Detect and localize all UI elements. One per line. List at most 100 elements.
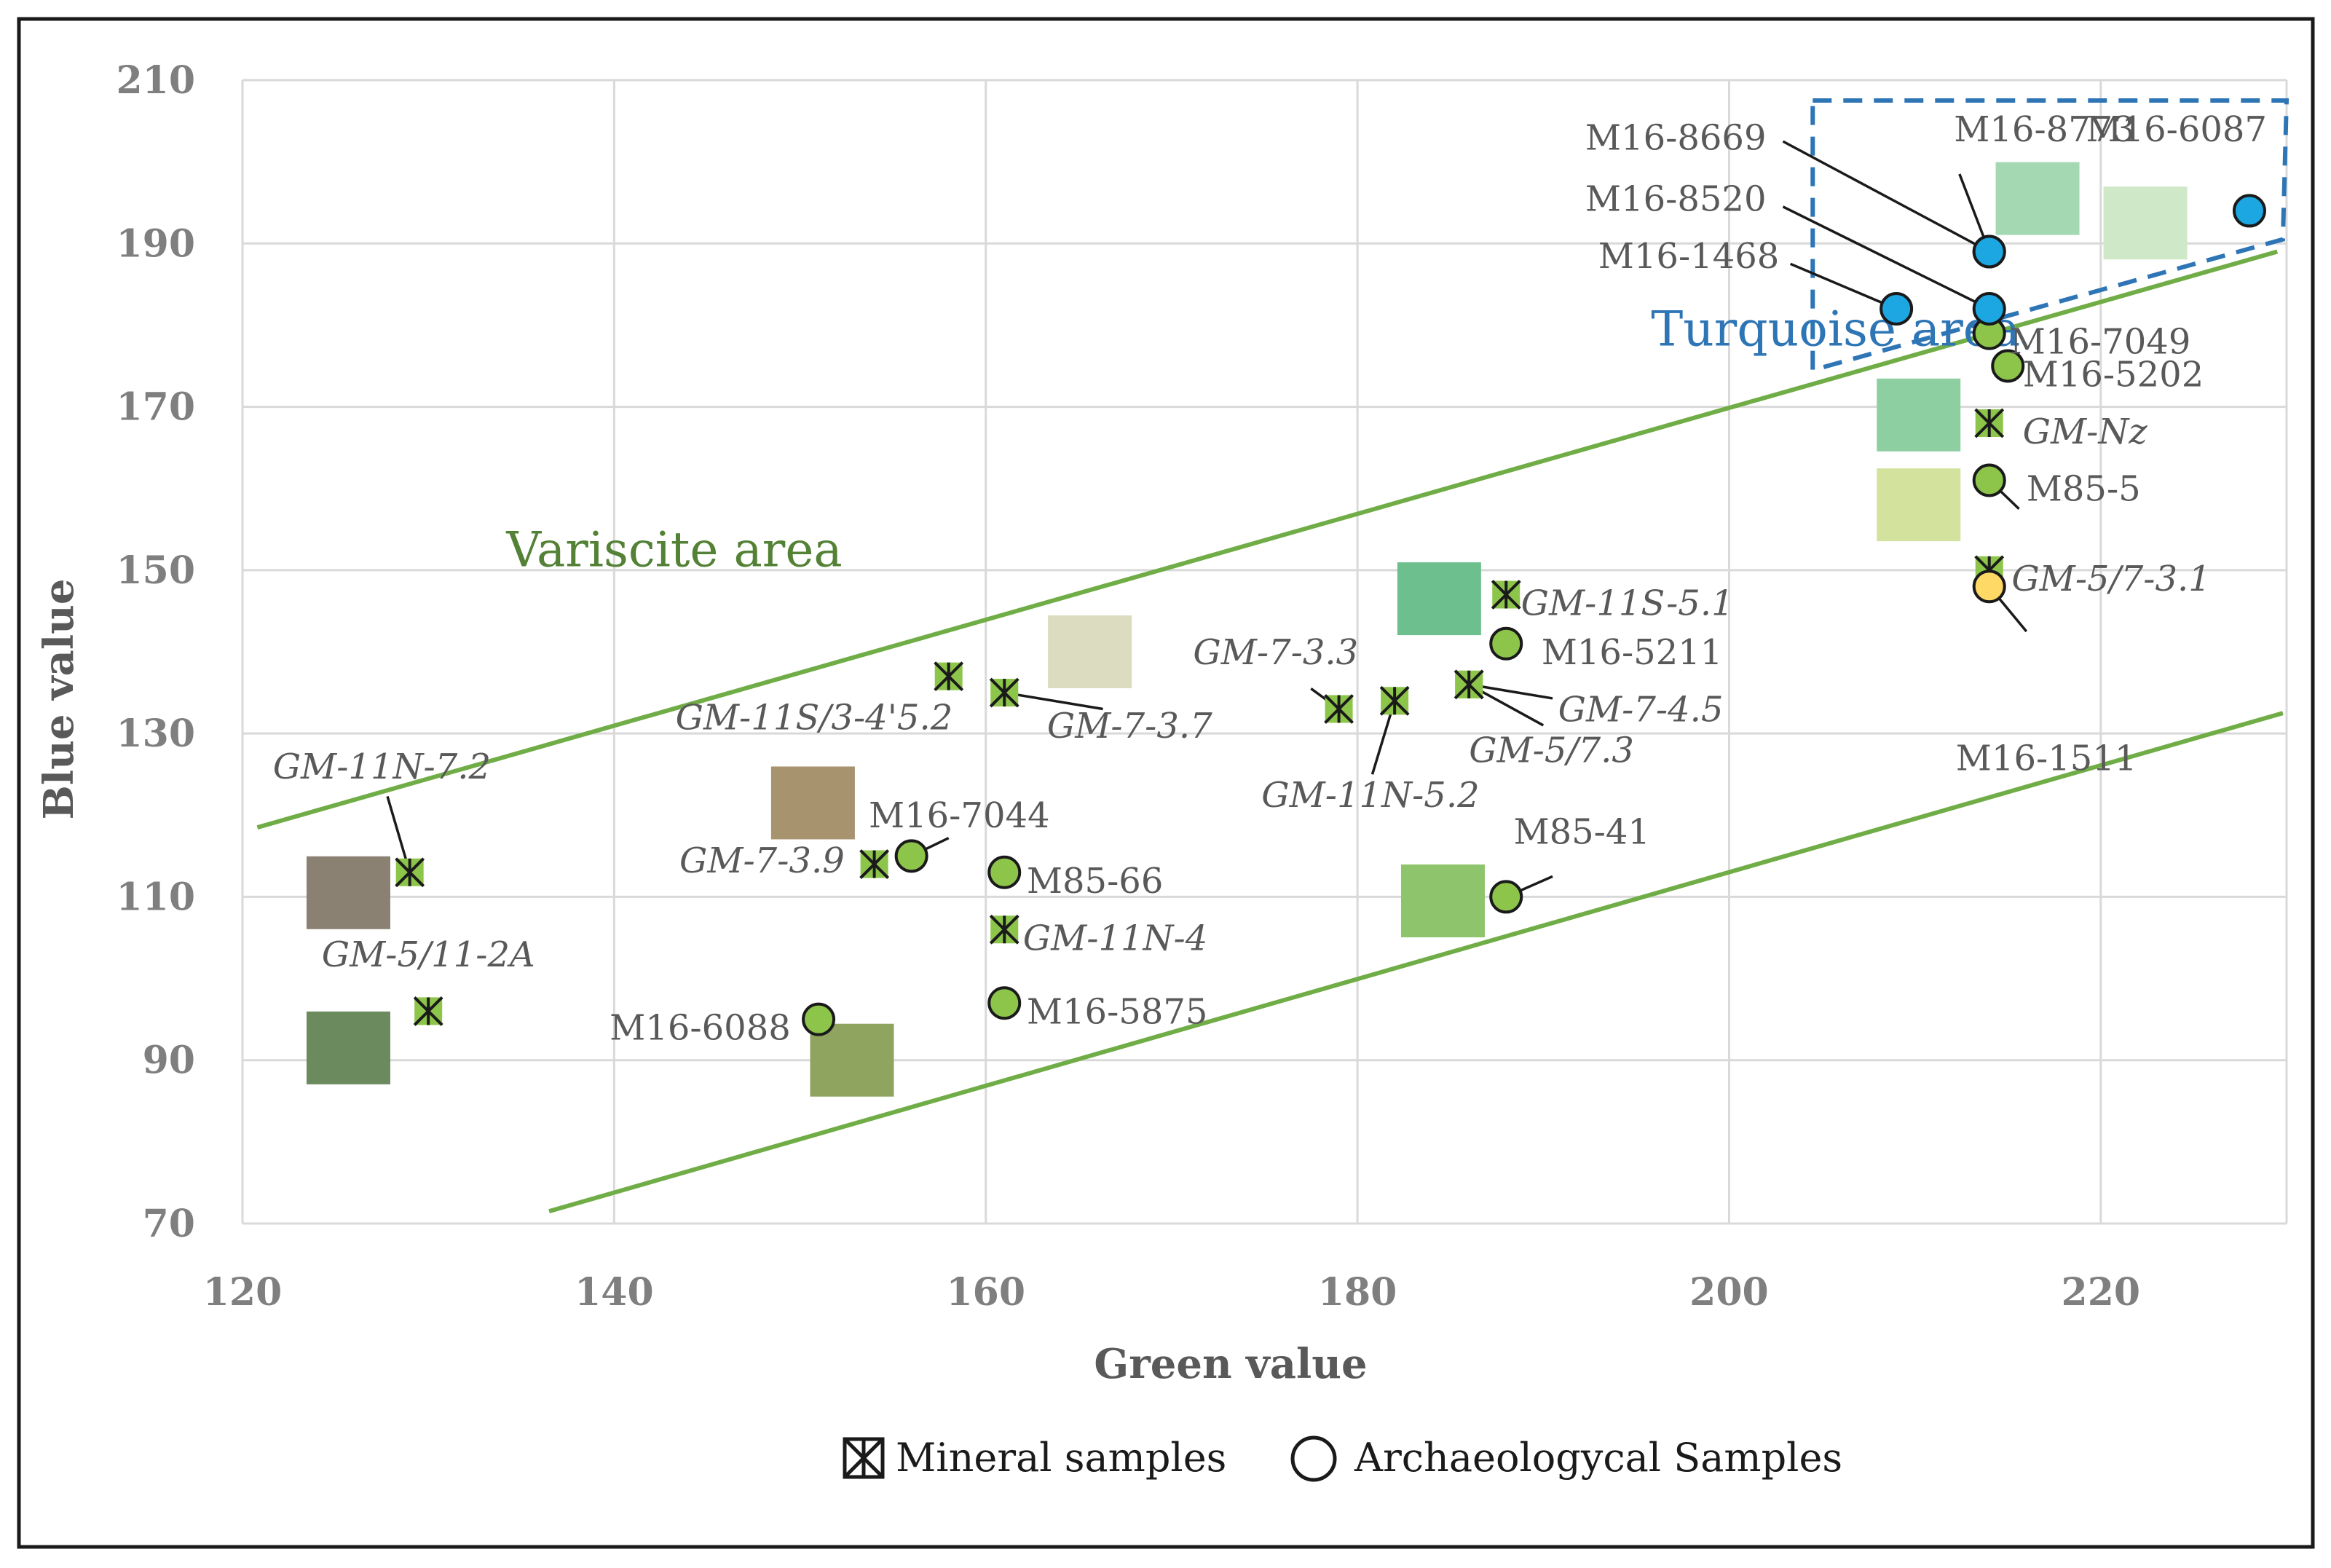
point-label: M16-8520 — [1585, 178, 1767, 219]
mineral-point — [859, 849, 890, 879]
turquoise-area-label: Turquoise area — [1651, 301, 2020, 357]
point-label: GM-11N-5.2 — [1261, 775, 1479, 816]
point-label: M16-1468 — [1598, 236, 1780, 277]
y-tick-label: 70 — [143, 1202, 195, 1246]
x-tick-label: 120 — [203, 1270, 283, 1315]
archaeological-point — [1972, 570, 2006, 604]
y-tick-label: 210 — [116, 58, 195, 103]
leader-line — [1789, 262, 1897, 310]
turquoise-area-boundary — [1810, 98, 2289, 374]
leader-line — [1782, 140, 1990, 253]
y-tick-label: 190 — [116, 221, 195, 266]
point-label: GM-7-3.7 — [1047, 706, 1212, 746]
point-label: M16-1511 — [1956, 738, 2137, 779]
x-tick-label: 220 — [2062, 1270, 2141, 1315]
x-axis-title: Green value — [1094, 1340, 1367, 1388]
mineral-point — [395, 857, 425, 888]
y-tick-label: 130 — [116, 712, 195, 756]
leader-line — [1468, 683, 1553, 700]
point-label: M16-5211 — [1542, 632, 1723, 673]
color-swatch — [1995, 162, 2080, 235]
color-swatch — [810, 1023, 894, 1097]
mineral-point — [934, 661, 964, 692]
point-label: GM-Nz — [2023, 411, 2148, 452]
color-swatch — [306, 856, 390, 929]
mineral-point — [989, 914, 1019, 945]
color-swatch — [1877, 378, 1961, 452]
point-label: M16-7049 — [2010, 322, 2191, 363]
point-label: M16-5202 — [2023, 355, 2204, 395]
legend: Mineral samples Archaeologycal Samples — [843, 1435, 1842, 1482]
legend-archaeological-label: Archaeologycal Samples — [1354, 1435, 1842, 1481]
color-swatch — [2103, 186, 2188, 260]
x-tick-label: 160 — [946, 1270, 1025, 1315]
point-label: GM-5/11-2A — [322, 934, 535, 975]
x-tick-label: 180 — [1318, 1270, 1397, 1315]
point-label: M16-6087 — [2086, 109, 2267, 150]
chart-frame — [17, 17, 2315, 1549]
variscite-lower-boundary — [548, 711, 2284, 1214]
x-tick-label: 200 — [1689, 1270, 1769, 1315]
y-tick-label: 90 — [143, 1039, 195, 1083]
point-label: GM-7-3.3 — [1193, 632, 1358, 673]
archaeological-point — [1972, 235, 2006, 269]
point-label: GM-7-3.9 — [679, 840, 845, 881]
variscite-area-label: Variscite area — [505, 521, 842, 578]
color-swatch — [1048, 615, 1132, 688]
point-label: GM-7-4.5 — [1558, 689, 1724, 730]
point-label: M16-6088 — [610, 1008, 791, 1049]
point-label: GM-5/7-3.1 — [2011, 559, 2211, 599]
archaeological-point — [987, 855, 1022, 889]
mineral-point — [1324, 694, 1354, 724]
y-axis-title: Blue value — [35, 579, 83, 820]
color-swatches — [306, 162, 2188, 1097]
leader-line — [1003, 691, 1103, 711]
archaeological-point — [802, 1002, 836, 1036]
archaeological-point — [1972, 463, 2006, 497]
mineral-point — [1454, 669, 1484, 700]
point-label: M16-8773 — [1954, 109, 2135, 150]
point-label: GM-5/7.3 — [1469, 730, 1634, 771]
point-label: GM-11S/3-4'5.2 — [676, 698, 953, 738]
data-points — [395, 194, 2266, 1036]
y-tick-label: 170 — [116, 385, 195, 430]
archaeological-point — [1991, 349, 2025, 383]
color-swatch — [1400, 864, 1485, 938]
archaeological-point — [894, 839, 928, 873]
legend-mineral-label: Mineral samples — [896, 1435, 1226, 1481]
y-tick-label: 150 — [116, 548, 195, 593]
archaeological-point — [1972, 292, 2006, 326]
point-label: M16-8669 — [1585, 117, 1767, 158]
archaeological-point — [1880, 292, 1914, 326]
tick-labels: 70 90 110 130 150 170 190 210 120 140 160 180 200 220 — [116, 58, 2140, 1315]
mineral-point — [1379, 685, 1410, 716]
area-boundaries: Variscite area Turquoise area — [256, 98, 2289, 1214]
y-tick-label: 110 — [116, 875, 195, 919]
point-label: M85-41 — [1513, 812, 1650, 853]
point-label: GM-11N-7.2 — [273, 746, 491, 787]
point-label: GM-11S-5.1 — [1521, 583, 1734, 624]
point-label: GM-11N-4 — [1023, 918, 1208, 958]
mineral-point — [413, 996, 443, 1026]
archaeological-point — [1489, 626, 1523, 661]
color-swatch — [306, 1011, 390, 1084]
point-label: M16-7044 — [869, 795, 1050, 836]
leader-line — [1782, 205, 1990, 310]
color-swatch — [1877, 468, 1961, 542]
point-label: M85-5 — [2027, 469, 2141, 510]
legend-mineral-marker — [843, 1437, 885, 1479]
x-tick-label: 140 — [575, 1270, 654, 1315]
color-swatch — [770, 766, 855, 840]
variscite-upper-boundary — [256, 249, 2279, 830]
mineral-point — [1974, 408, 2005, 438]
point-label: M16-5875 — [1027, 991, 1208, 1032]
archaeological-point — [987, 986, 1022, 1020]
point-labels: GM-11N-7.2 GM-5/11-2A GM-7-3.9 GM-11S/3-4'5… — [273, 109, 2267, 1049]
archaeological-point — [1489, 880, 1523, 914]
mineral-point — [1491, 580, 1521, 610]
mineral-point — [989, 677, 1019, 708]
archaeological-point — [2232, 194, 2266, 228]
legend-archaeological-marker — [1290, 1435, 1337, 1482]
